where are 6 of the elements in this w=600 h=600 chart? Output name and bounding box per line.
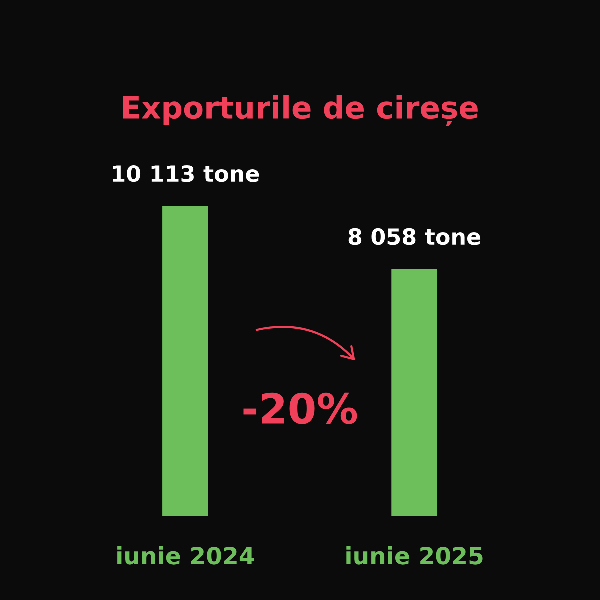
data-label: 8 058 tone — [348, 228, 481, 246]
chart-title: Exporturile de cireșe — [123, 95, 478, 126]
x-tick-label: iunie 2024 — [118, 546, 254, 565]
annotation: -20% — [244, 392, 358, 424]
data-label: 10 113 tone — [113, 165, 260, 182]
x-tick-label: iunie 2025 — [346, 546, 483, 565]
